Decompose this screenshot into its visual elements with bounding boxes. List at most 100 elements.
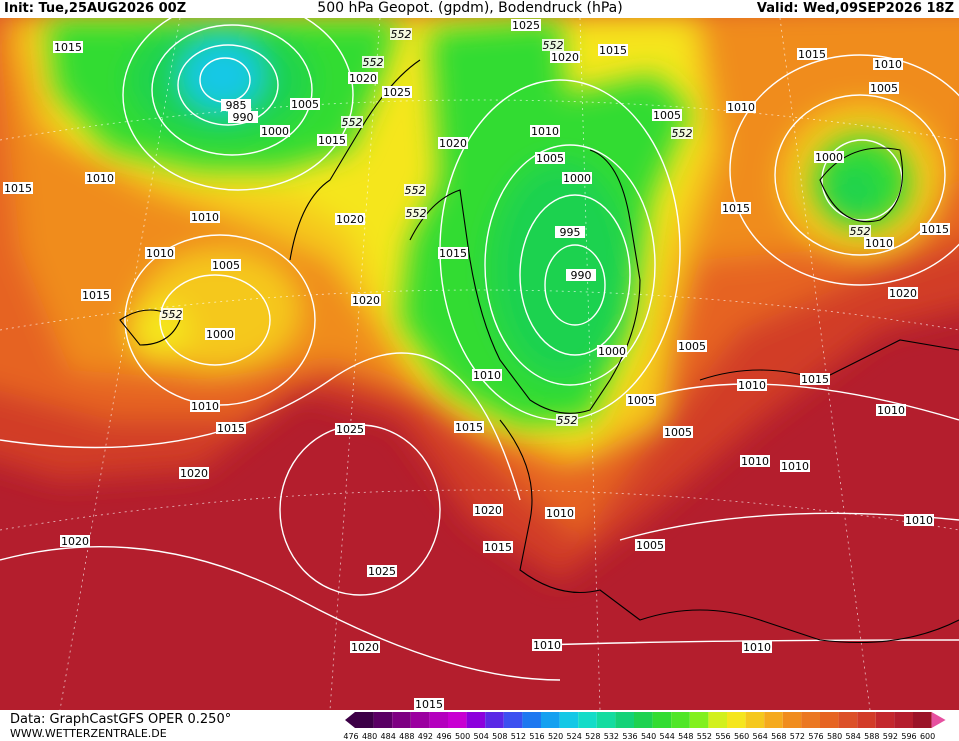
isobar-label-box [145, 247, 175, 259]
isobar-label-box [904, 514, 934, 526]
map-labels: 1015985990100510001020102510151010101510… [3, 19, 950, 711]
geopotential-label-box [362, 56, 384, 68]
scale-arrow-right [931, 712, 946, 728]
isobar-label: 1010 [877, 404, 905, 417]
isobar-label-box [260, 125, 290, 137]
scale-swatch [466, 712, 486, 728]
isobar-label: 1010 [473, 369, 501, 382]
isobar-label-box [190, 400, 220, 412]
scale-swatch [429, 712, 448, 728]
isobar-label: 1005 [664, 426, 692, 439]
isobar-label: 1010 [743, 641, 771, 654]
scale-label: 516 [529, 732, 544, 741]
scale-swatch [708, 712, 727, 728]
isobar-label-box [53, 41, 83, 53]
scale-label: 544 [660, 732, 675, 741]
isobar-label-box [348, 72, 378, 84]
isobar-label: 1020 [61, 535, 89, 548]
scale-label: 532 [604, 732, 619, 741]
isobar-label-box [814, 151, 844, 163]
isobar-label-box [562, 172, 592, 184]
isobar-label-box [228, 111, 258, 123]
scale-label: 500 [455, 732, 470, 741]
isobar-label: 1010 [781, 460, 809, 473]
isobar-label: 1020 [439, 137, 467, 150]
isobar-label: 1020 [551, 51, 579, 64]
isobar-label-box [800, 373, 830, 385]
isobar-label: 1005 [678, 340, 706, 353]
isobar-label-box [550, 51, 580, 63]
scale-label: 568 [771, 732, 786, 741]
isobar-label: 995 [560, 226, 581, 239]
isobar-label-box [726, 101, 756, 113]
geopotential-label-box [390, 28, 412, 40]
isobar-label-box [532, 639, 562, 651]
isobar-label: 1015 [798, 48, 826, 61]
isobar-label-box [472, 369, 502, 381]
isobar-label: 1020 [352, 294, 380, 307]
map-title: 500 hPa Geopot. (gpdm), Bodendruck (hPa) [317, 0, 622, 16]
geopotential-label: 552 [672, 127, 693, 140]
geopotential-label: 552 [162, 308, 183, 321]
isobar-label: 1015 [82, 289, 110, 302]
scale-swatch [782, 712, 802, 728]
scale-label: 592 [883, 732, 898, 741]
isobar-label: 1025 [383, 86, 411, 99]
isobar-label: 1000 [563, 172, 591, 185]
scale-swatch [522, 712, 541, 728]
isobar-label-box [652, 109, 682, 121]
scale-label: 564 [753, 732, 768, 741]
isobar-label: 1025 [336, 423, 364, 436]
isobar-label-box [367, 565, 397, 577]
isobar-label: 990 [571, 269, 592, 282]
isobar-label: 1005 [636, 539, 664, 552]
isobar-label-box [205, 328, 235, 340]
isobar-label-box [597, 345, 627, 357]
isobar-label: 1010 [865, 237, 893, 250]
scale-swatch [578, 712, 597, 728]
isobar-label: 1015 [54, 41, 82, 54]
scale-label: 484 [381, 732, 396, 741]
isobar-label-box [351, 294, 381, 306]
scale-label: 524 [567, 732, 582, 741]
scale-swatch [410, 712, 430, 728]
scale-label: 480 [362, 732, 377, 741]
isobar-label-box [179, 467, 209, 479]
isobar-label: 1015 [217, 422, 245, 435]
isobar-label-box [350, 641, 380, 653]
scale-label: 476 [343, 732, 358, 741]
color-scale: 476 480 484 488 492 496 500 504 508 512 516 520 524 5… [343, 712, 946, 741]
scale-swatch [838, 712, 858, 728]
isobar-label: 1015 [599, 44, 627, 57]
isobar-label: 1025 [368, 565, 396, 578]
isobar-label-box [483, 541, 513, 553]
isobar-label-box [454, 421, 484, 433]
scale-label: 584 [846, 732, 861, 741]
scale-swatch [652, 712, 672, 728]
geopotential-label: 552 [543, 39, 564, 52]
scale-label: 488 [399, 732, 414, 741]
isobar-label: 1010 [146, 247, 174, 260]
isobar-label-box [626, 394, 656, 406]
scale-label: 576 [808, 732, 823, 741]
isobar-label: 1020 [474, 504, 502, 517]
scale-swatch [671, 712, 690, 728]
isobar-label-box [864, 237, 894, 249]
scale-swatch [913, 712, 932, 728]
isobar-label-box [742, 641, 772, 653]
isobar-label-box [85, 172, 115, 184]
geopotential-label: 552 [405, 184, 426, 197]
isobar-label-box [382, 86, 412, 98]
isobar-label-box [797, 48, 827, 60]
isobar-label: 1005 [627, 394, 655, 407]
isobar-label-box [780, 460, 810, 472]
valid-time: Valid: Wed,09SEP2026 18Z [757, 1, 954, 16]
scale-label: 540 [641, 732, 656, 741]
scale-label: 596 [901, 732, 916, 741]
isobar-label: 1000 [261, 125, 289, 138]
isobar-label: 1010 [191, 400, 219, 413]
isobar-label: 1005 [536, 152, 564, 165]
scale-swatch [764, 712, 783, 728]
isobar-label-box [737, 379, 767, 391]
